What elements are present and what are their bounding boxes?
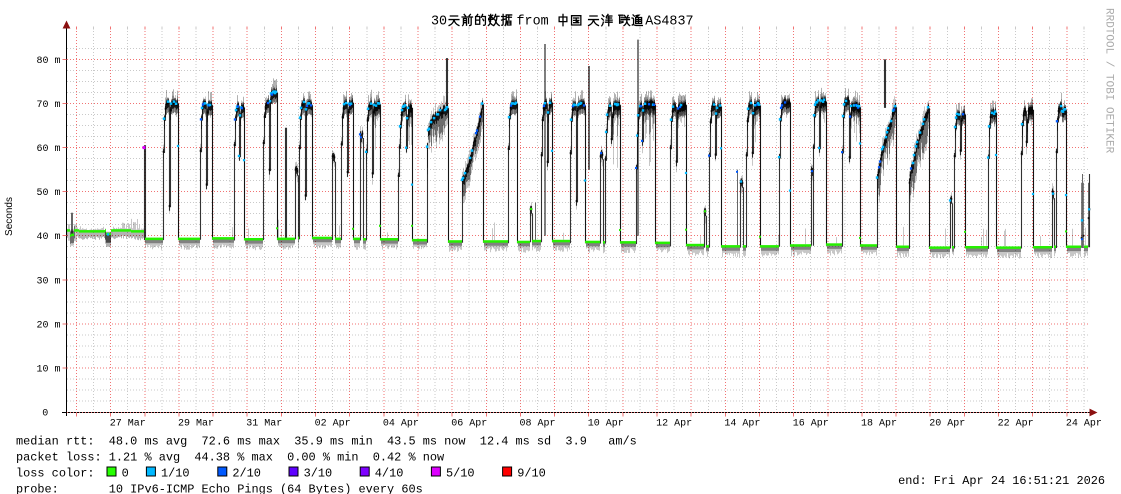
svg-text:30: 30 [431,15,447,30]
svg-text:04 Apr: 04 Apr [383,419,419,430]
svg-text:30 m: 30 m [36,276,60,287]
svg-text:0: 0 [42,409,48,420]
svg-text:5/10: 5/10 [446,467,475,481]
svg-text:06 Apr: 06 Apr [451,419,487,430]
svg-text:AS4837: AS4837 [645,15,693,30]
svg-text:16 Apr: 16 Apr [793,419,829,430]
svg-text:1/10: 1/10 [161,467,190,481]
svg-text:packet loss: 1.21 % avg 44.38: packet loss: 1.21 % avg 44.38 % max 0.00… [16,450,445,464]
svg-text:40 m: 40 m [36,232,60,243]
svg-text:0: 0 [122,467,129,481]
svg-text:02 Apr: 02 Apr [315,419,351,430]
svg-text:4/10: 4/10 [375,467,404,481]
svg-text:08 Apr: 08 Apr [519,419,555,430]
svg-text:loss color:: loss color: [16,467,95,481]
svg-text:from: from [517,15,549,30]
svg-text:10 Apr: 10 Apr [588,419,624,430]
svg-text:3/10: 3/10 [304,467,333,481]
svg-text:RRDTOOL / TOBI OETIKER: RRDTOOL / TOBI OETIKER [1103,8,1115,154]
svg-text:27 Mar: 27 Mar [110,419,146,430]
svg-text:22 Apr: 22 Apr [998,419,1034,430]
svg-text:80 m: 80 m [36,56,60,67]
svg-text:10 m: 10 m [36,364,60,375]
svg-text:20 Apr: 20 Apr [929,419,965,430]
svg-text:probe: 10 IPv6-ICMP Echo: probe: 10 IPv6-ICMP Echo Pings (64 Bytes… [16,483,423,494]
svg-text:14 Apr: 14 Apr [724,419,760,430]
svg-text:50 m: 50 m [36,188,60,199]
svg-text:70 m: 70 m [36,100,60,111]
svg-text:2/10: 2/10 [232,467,261,481]
svg-text:24 Apr: 24 Apr [1066,419,1102,430]
svg-text:12 Apr: 12 Apr [656,419,692,430]
svg-text:31 Mar: 31 Mar [246,419,282,430]
svg-text:18 Apr: 18 Apr [861,419,897,430]
svg-text:9/10: 9/10 [517,467,546,481]
svg-text:end: Fri Apr 24 16:51:21 2026: end: Fri Apr 24 16:51:21 2026 [898,474,1105,488]
svg-text:60 m: 60 m [36,144,60,155]
svg-text:20 m: 20 m [36,320,60,331]
svg-text:Seconds: Seconds [4,197,15,236]
svg-text:median rtt: 48.0 ms avg 72.6: median rtt: 48.0 ms avg 72.6 ms max 35.9… [16,434,637,448]
svg-text:29 Mar: 29 Mar [178,419,214,430]
